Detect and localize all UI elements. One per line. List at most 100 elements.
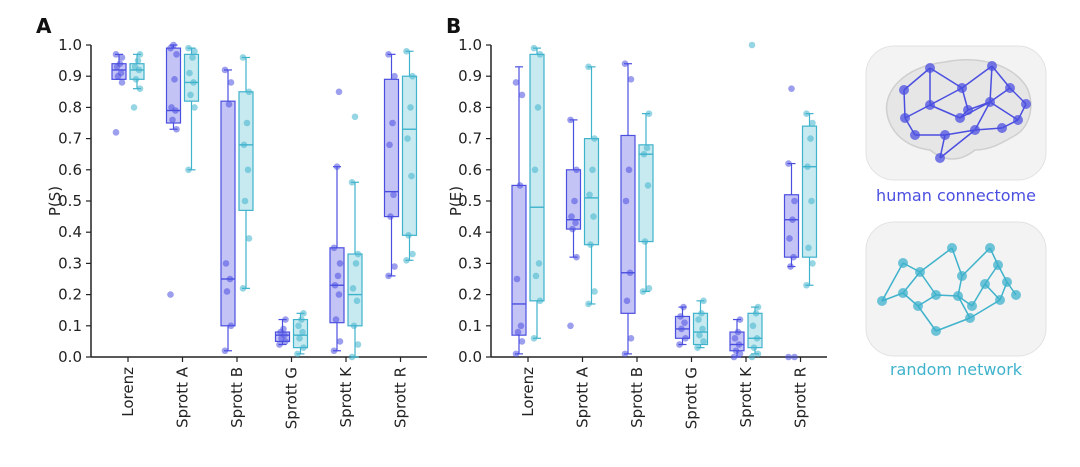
- connectome-node: [970, 125, 980, 135]
- data-point: [643, 144, 651, 152]
- data-point: [335, 291, 343, 298]
- box-random: [347, 113, 363, 361]
- data-point: [569, 225, 576, 233]
- y-tick-label: 0.2: [58, 286, 82, 304]
- data-point: [748, 353, 756, 361]
- data-point: [352, 260, 360, 267]
- data-point: [732, 347, 740, 355]
- y-tick-label: 0.7: [58, 130, 82, 148]
- connectome-node: [910, 130, 920, 140]
- connectome-node: [925, 100, 935, 110]
- y-tick-label: 0.8: [58, 98, 82, 116]
- human-network-nodes: [899, 61, 1031, 163]
- data-point: [681, 319, 688, 326]
- network-edge: [929, 104, 961, 119]
- y-tick-label: 0.6: [458, 161, 482, 179]
- data-point: [385, 51, 392, 58]
- random-network-node: [898, 288, 908, 298]
- data-point: [513, 275, 521, 283]
- data-point: [227, 322, 235, 330]
- data-point: [518, 338, 526, 345]
- box-random: [801, 110, 818, 289]
- data-point: [694, 344, 701, 351]
- box-human: [383, 51, 400, 280]
- connectome-node: [925, 63, 935, 73]
- y-tick-label: 0.0: [58, 348, 82, 366]
- data-point: [568, 213, 575, 220]
- data-point: [112, 51, 120, 58]
- y-tick-label: 0.7: [458, 130, 482, 148]
- data-point: [530, 334, 538, 342]
- data-point: [387, 213, 394, 220]
- data-point: [185, 166, 192, 174]
- data-point: [117, 69, 125, 77]
- data-point: [645, 110, 653, 117]
- data-point: [348, 178, 356, 186]
- connectome-node: [1021, 99, 1031, 109]
- data-point: [350, 322, 358, 330]
- data-point: [700, 297, 707, 305]
- data-point: [804, 163, 811, 170]
- box-iqr: [638, 144, 654, 243]
- data-point: [354, 250, 362, 258]
- box-iqr: [783, 194, 800, 258]
- category-label: Sprott B: [628, 367, 646, 428]
- data-point: [754, 350, 762, 358]
- network-edge: [989, 101, 1019, 121]
- box-random: [238, 54, 254, 292]
- y-tick-label: 0.1: [58, 317, 82, 335]
- data-point: [530, 44, 538, 52]
- data-point: [391, 72, 398, 80]
- random-network-node: [877, 296, 887, 306]
- network-edge: [969, 299, 1001, 319]
- data-point: [789, 216, 796, 224]
- data-point: [116, 60, 124, 68]
- random-illustration-card: [865, 221, 1047, 357]
- connectome-node: [935, 153, 945, 163]
- data-point: [336, 260, 344, 267]
- data-point: [349, 285, 357, 292]
- chart-panel-b: P(E) 0.0 0.1 0.2 0.3 0.4 0.5 0.6 0.7 0.8 0.9 1.0 Lo…: [447, 36, 827, 429]
- connectome-node: [1005, 83, 1015, 93]
- data-point: [536, 297, 544, 305]
- box-random: [183, 44, 200, 174]
- data-point: [735, 341, 743, 348]
- data-point: [191, 104, 198, 111]
- data-point: [189, 54, 196, 61]
- data-point: [809, 260, 816, 267]
- y-tick-label: 0.8: [458, 98, 482, 116]
- data-point: [295, 322, 302, 330]
- box-random: [401, 47, 418, 264]
- data-point: [118, 54, 126, 61]
- data-point: [678, 325, 685, 333]
- data-point: [331, 281, 339, 289]
- connectome-node: [955, 113, 965, 123]
- box-human: [220, 66, 236, 355]
- category-label: Sprott K: [737, 366, 755, 428]
- data-point: [348, 353, 356, 361]
- data-point: [573, 166, 580, 174]
- data-point: [803, 281, 810, 289]
- network-edge: [919, 247, 953, 273]
- y-tick-label: 1.0: [458, 36, 482, 54]
- data-point: [131, 63, 139, 71]
- y-tick-label: 0.5: [58, 192, 82, 210]
- random-network-node: [993, 260, 1003, 270]
- network-edge: [944, 129, 976, 136]
- data-point: [330, 347, 338, 355]
- data-point: [186, 69, 193, 77]
- data-point: [239, 54, 247, 61]
- connectome-node: [1013, 115, 1023, 125]
- y-tick-label: 0.9: [58, 67, 82, 85]
- data-point: [621, 60, 629, 68]
- data-point: [239, 285, 247, 292]
- box-human: [274, 316, 291, 348]
- data-point: [567, 116, 574, 124]
- data-point: [512, 350, 520, 358]
- data-point: [589, 166, 596, 174]
- data-point: [223, 288, 231, 295]
- data-point: [640, 150, 648, 158]
- data-point: [591, 135, 598, 142]
- data-point: [130, 104, 138, 111]
- box-random: [529, 44, 545, 342]
